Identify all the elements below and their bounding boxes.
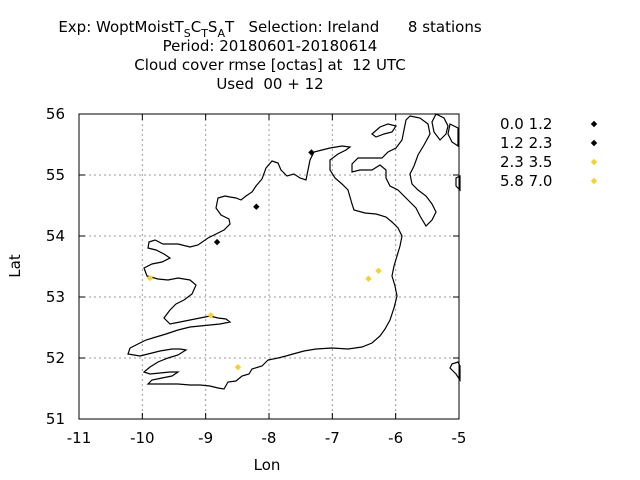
- coastline: [128, 114, 460, 389]
- station-point: [308, 149, 314, 155]
- station-point: [375, 268, 381, 274]
- legend-label: 2.3 3.5: [500, 153, 552, 171]
- y-tick-label: 54: [46, 227, 65, 245]
- y-tick-label: 53: [46, 288, 65, 306]
- legend-marker: [591, 140, 597, 146]
- scotland-coastline: [352, 114, 460, 226]
- legend-marker: [591, 159, 597, 165]
- station-points: [147, 149, 382, 370]
- station-point: [253, 204, 259, 210]
- x-tick-label: -9: [198, 429, 213, 447]
- station-point: [214, 239, 220, 245]
- x-tick-label: -8: [262, 429, 277, 447]
- y-tick-label: 51: [46, 410, 65, 428]
- grid-lines: [79, 114, 459, 419]
- x-tick-label: -5: [452, 429, 467, 447]
- legend-label: 1.2 2.3: [500, 134, 552, 152]
- y-axis-ticks: 51 52 53 54 55 56: [46, 105, 459, 428]
- y-axis-label: Lat: [6, 254, 24, 278]
- station-point: [235, 364, 241, 370]
- x-tick-label: -7: [325, 429, 340, 447]
- y-tick-label: 55: [46, 166, 65, 184]
- x-axis-ticks: -11 -10 -9 -8 -7 -6 -5: [67, 114, 467, 447]
- legend-marker: [591, 121, 597, 127]
- legend-label: 5.8 7.0: [500, 172, 552, 190]
- ireland-coastline: [128, 146, 402, 389]
- x-tick-label: -10: [130, 429, 155, 447]
- station-point: [365, 276, 371, 282]
- legend-label: 0.0 1.2: [500, 115, 552, 133]
- x-axis-label: Lon: [254, 456, 281, 474]
- legend: 0.0 1.21.2 2.32.3 3.55.8 7.0: [500, 115, 597, 190]
- y-tick-label: 52: [46, 349, 65, 367]
- y-tick-label: 56: [46, 105, 65, 123]
- x-tick-label: -6: [388, 429, 403, 447]
- station-point: [208, 312, 214, 318]
- x-tick-label: -11: [67, 429, 92, 447]
- legend-marker: [591, 178, 597, 184]
